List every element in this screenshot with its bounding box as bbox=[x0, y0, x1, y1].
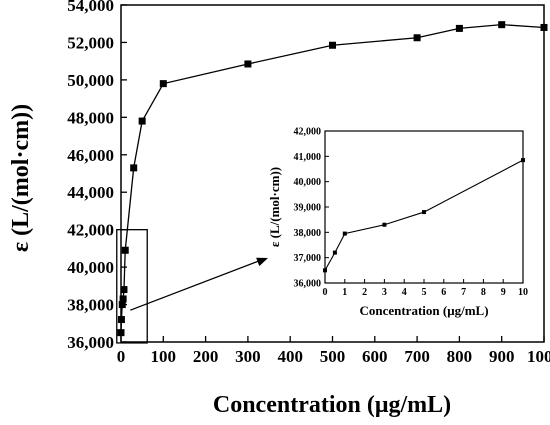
arrow-head-icon bbox=[256, 257, 268, 267]
main-x-axis-label: Concentration (μg/mL) bbox=[213, 392, 451, 418]
inset-y-tick-label: 38,000 bbox=[294, 228, 322, 239]
main-data-point bbox=[455, 24, 463, 32]
main-chart: 0100200300400500600700800900100036,00038… bbox=[67, 0, 550, 366]
main-x-tick-label: 1000 bbox=[527, 347, 550, 366]
inset-x-tick-label: 10 bbox=[518, 287, 528, 298]
inset-x-tick-label: 6 bbox=[441, 287, 446, 298]
inset-data-point bbox=[342, 231, 347, 236]
main-data-point bbox=[121, 246, 129, 254]
main-data-point bbox=[498, 21, 506, 29]
main-y-axis-label: ε (L/(mol·cm)) bbox=[8, 104, 34, 252]
main-data-point bbox=[118, 301, 126, 309]
main-data-point bbox=[117, 329, 125, 337]
main-y-tick-label: 40,000 bbox=[67, 258, 114, 277]
inset-plot-frame bbox=[324, 130, 524, 284]
main-data-point bbox=[413, 34, 421, 42]
main-data-point bbox=[120, 286, 128, 294]
inset-y-tick-label: 41,000 bbox=[294, 152, 322, 163]
inset-series-line bbox=[324, 159, 524, 271]
inset-data-point bbox=[521, 158, 525, 163]
zoom-region-box bbox=[116, 229, 148, 344]
inset-y-axis-label: ε (L/(mol·cm)) bbox=[267, 167, 282, 247]
inset-data-point bbox=[323, 268, 327, 273]
main-data-point bbox=[119, 295, 127, 303]
main-x-tick-label: 100 bbox=[151, 347, 177, 366]
main-y-tick-label: 36,000 bbox=[67, 333, 114, 352]
inset-x-tick-label: 0 bbox=[323, 287, 328, 298]
main-x-tick-label: 900 bbox=[489, 347, 515, 366]
main-data-point bbox=[117, 316, 125, 324]
inset-x-tick-label: 8 bbox=[481, 287, 486, 298]
main-x-tick-label: 0 bbox=[117, 347, 126, 366]
inset-chart: 0 1 2 3 4 5 6 7 8 9 10 36,000 37,000 38,000 39,000 40,0… bbox=[294, 127, 529, 299]
main-x-tick-label: 300 bbox=[235, 347, 261, 366]
main-y-tick-label: 50,000 bbox=[67, 71, 114, 90]
main-y-tick-label: 42,000 bbox=[67, 221, 114, 240]
inset-x-tick-label: 5 bbox=[422, 287, 427, 298]
main-x-tick-label: 500 bbox=[320, 347, 346, 366]
main-x-tick-label: 600 bbox=[362, 347, 388, 366]
inset-y-tick-label: 37,000 bbox=[294, 253, 322, 264]
zoom-arrow bbox=[130, 258, 265, 311]
main-data-point bbox=[138, 117, 146, 125]
main-x-tick-label: 700 bbox=[404, 347, 430, 366]
main-data-point bbox=[130, 164, 138, 172]
main-data-point bbox=[159, 80, 167, 88]
inset-x-axis-label: Concentration (μg/mL) bbox=[359, 303, 488, 318]
inset-x-tick-label: 4 bbox=[402, 287, 407, 298]
inset-y-tick-label: 39,000 bbox=[294, 203, 322, 214]
inset-data-point bbox=[382, 222, 387, 227]
inset-data-point bbox=[422, 210, 426, 215]
inset-y-tick-label: 42,000 bbox=[294, 127, 322, 138]
main-y-tick-label: 52,000 bbox=[67, 33, 114, 52]
main-y-tick-label: 46,000 bbox=[67, 146, 114, 165]
main-y-tick-label: 44,000 bbox=[67, 183, 114, 202]
main-data-point bbox=[329, 41, 336, 49]
inset-y-tick-label: 36,000 bbox=[294, 279, 322, 290]
main-data-point bbox=[540, 23, 548, 31]
inset-x-tick-label: 2 bbox=[362, 287, 367, 298]
inset-x-tick-label: 3 bbox=[382, 287, 387, 298]
inset-x-tick-label: 1 bbox=[342, 287, 347, 298]
main-data-point bbox=[244, 60, 252, 68]
main-x-tick-label: 400 bbox=[277, 347, 303, 366]
inset-x-tick-label: 7 bbox=[461, 287, 466, 298]
main-x-tick-label: 200 bbox=[193, 347, 219, 366]
main-y-tick-label: 48,000 bbox=[67, 108, 114, 127]
main-y-tick-label: 54,000 bbox=[67, 0, 114, 15]
inset-y-tick-label: 40,000 bbox=[294, 177, 322, 188]
inset-data-point bbox=[332, 250, 337, 255]
main-x-tick-label: 800 bbox=[447, 347, 473, 366]
main-y-tick-label: 38,000 bbox=[67, 296, 114, 315]
inset-x-tick-label: 9 bbox=[501, 287, 506, 298]
zoom-highlight bbox=[116, 229, 268, 344]
